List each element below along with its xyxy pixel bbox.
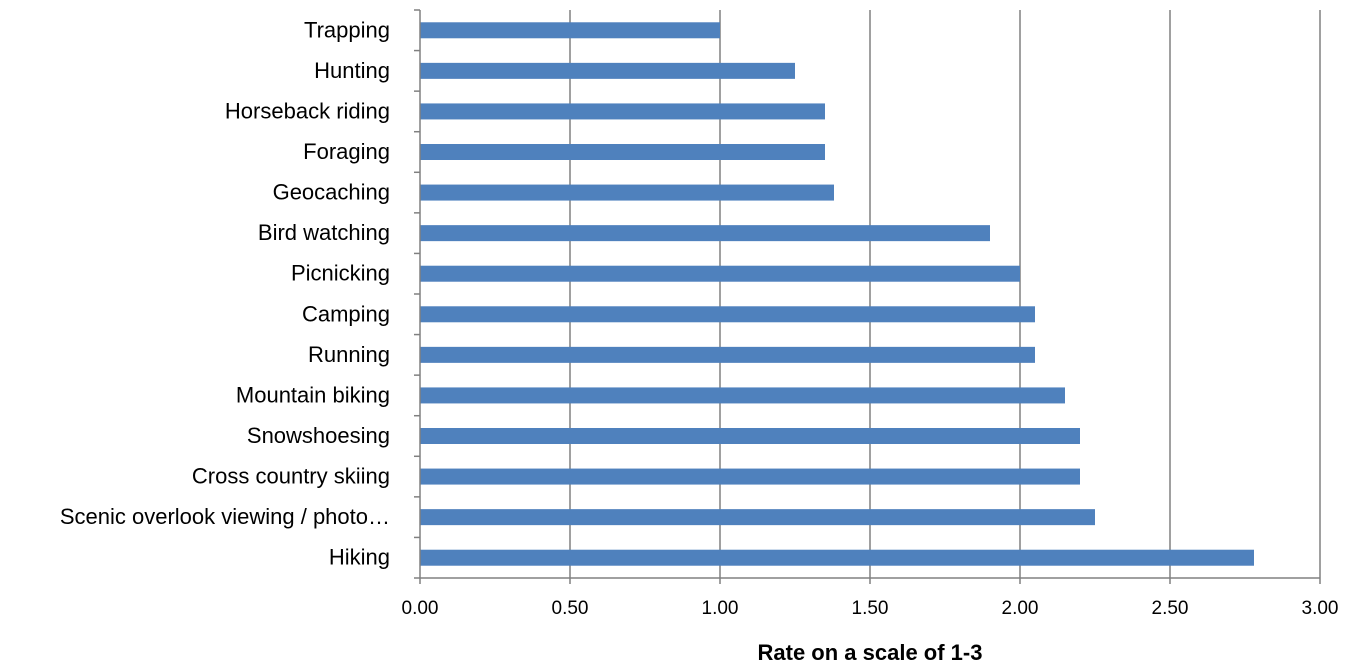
category-label: Horseback riding xyxy=(225,98,390,123)
grid-lines xyxy=(569,10,1321,578)
x-tick-label: 0.50 xyxy=(552,598,589,619)
axes xyxy=(414,9,1321,584)
category-label: Scenic overlook viewing / photo… xyxy=(60,504,390,529)
category-label: Picnicking xyxy=(291,261,390,286)
bar xyxy=(420,225,990,242)
category-label: Geocaching xyxy=(273,180,390,205)
bar xyxy=(420,62,795,79)
bar xyxy=(420,306,1035,323)
bar xyxy=(420,346,1035,363)
x-tick-label: 1.00 xyxy=(702,598,739,619)
category-label: Mountain biking xyxy=(236,382,390,407)
bar xyxy=(420,509,1095,526)
x-tick-label: 0.00 xyxy=(402,598,439,619)
category-label: Camping xyxy=(302,301,390,326)
bar xyxy=(420,103,825,120)
category-label: Bird watching xyxy=(258,220,390,245)
bar xyxy=(420,549,1254,566)
bar xyxy=(420,265,1020,282)
category-label: Cross country skiing xyxy=(192,464,390,489)
x-axis-title: Rate on a scale of 1-3 xyxy=(758,640,983,665)
x-tick-labels: 0.00 0.50 1.00 1.50 2.00 2.50 3.00 xyxy=(402,598,1339,619)
category-label: Running xyxy=(308,342,390,367)
bar xyxy=(420,22,720,39)
x-tick-label: 1.50 xyxy=(852,598,889,619)
x-tick-label: 2.50 xyxy=(1152,598,1189,619)
x-tick-label: 2.00 xyxy=(1002,598,1039,619)
category-label: Trapping xyxy=(304,17,390,42)
category-label: Snowshoesing xyxy=(247,423,390,448)
category-labels: Trapping Hunting Horseback riding Foraging G… xyxy=(60,17,390,569)
bar xyxy=(420,184,834,201)
bars xyxy=(420,22,1254,566)
category-label: Foraging xyxy=(303,139,390,164)
x-tick-label: 3.00 xyxy=(1302,598,1339,619)
category-label: Hunting xyxy=(314,58,390,83)
bar xyxy=(420,468,1080,485)
bar xyxy=(420,387,1065,404)
bar xyxy=(420,144,825,160)
category-label: Hiking xyxy=(329,545,390,570)
bar xyxy=(420,428,1080,444)
